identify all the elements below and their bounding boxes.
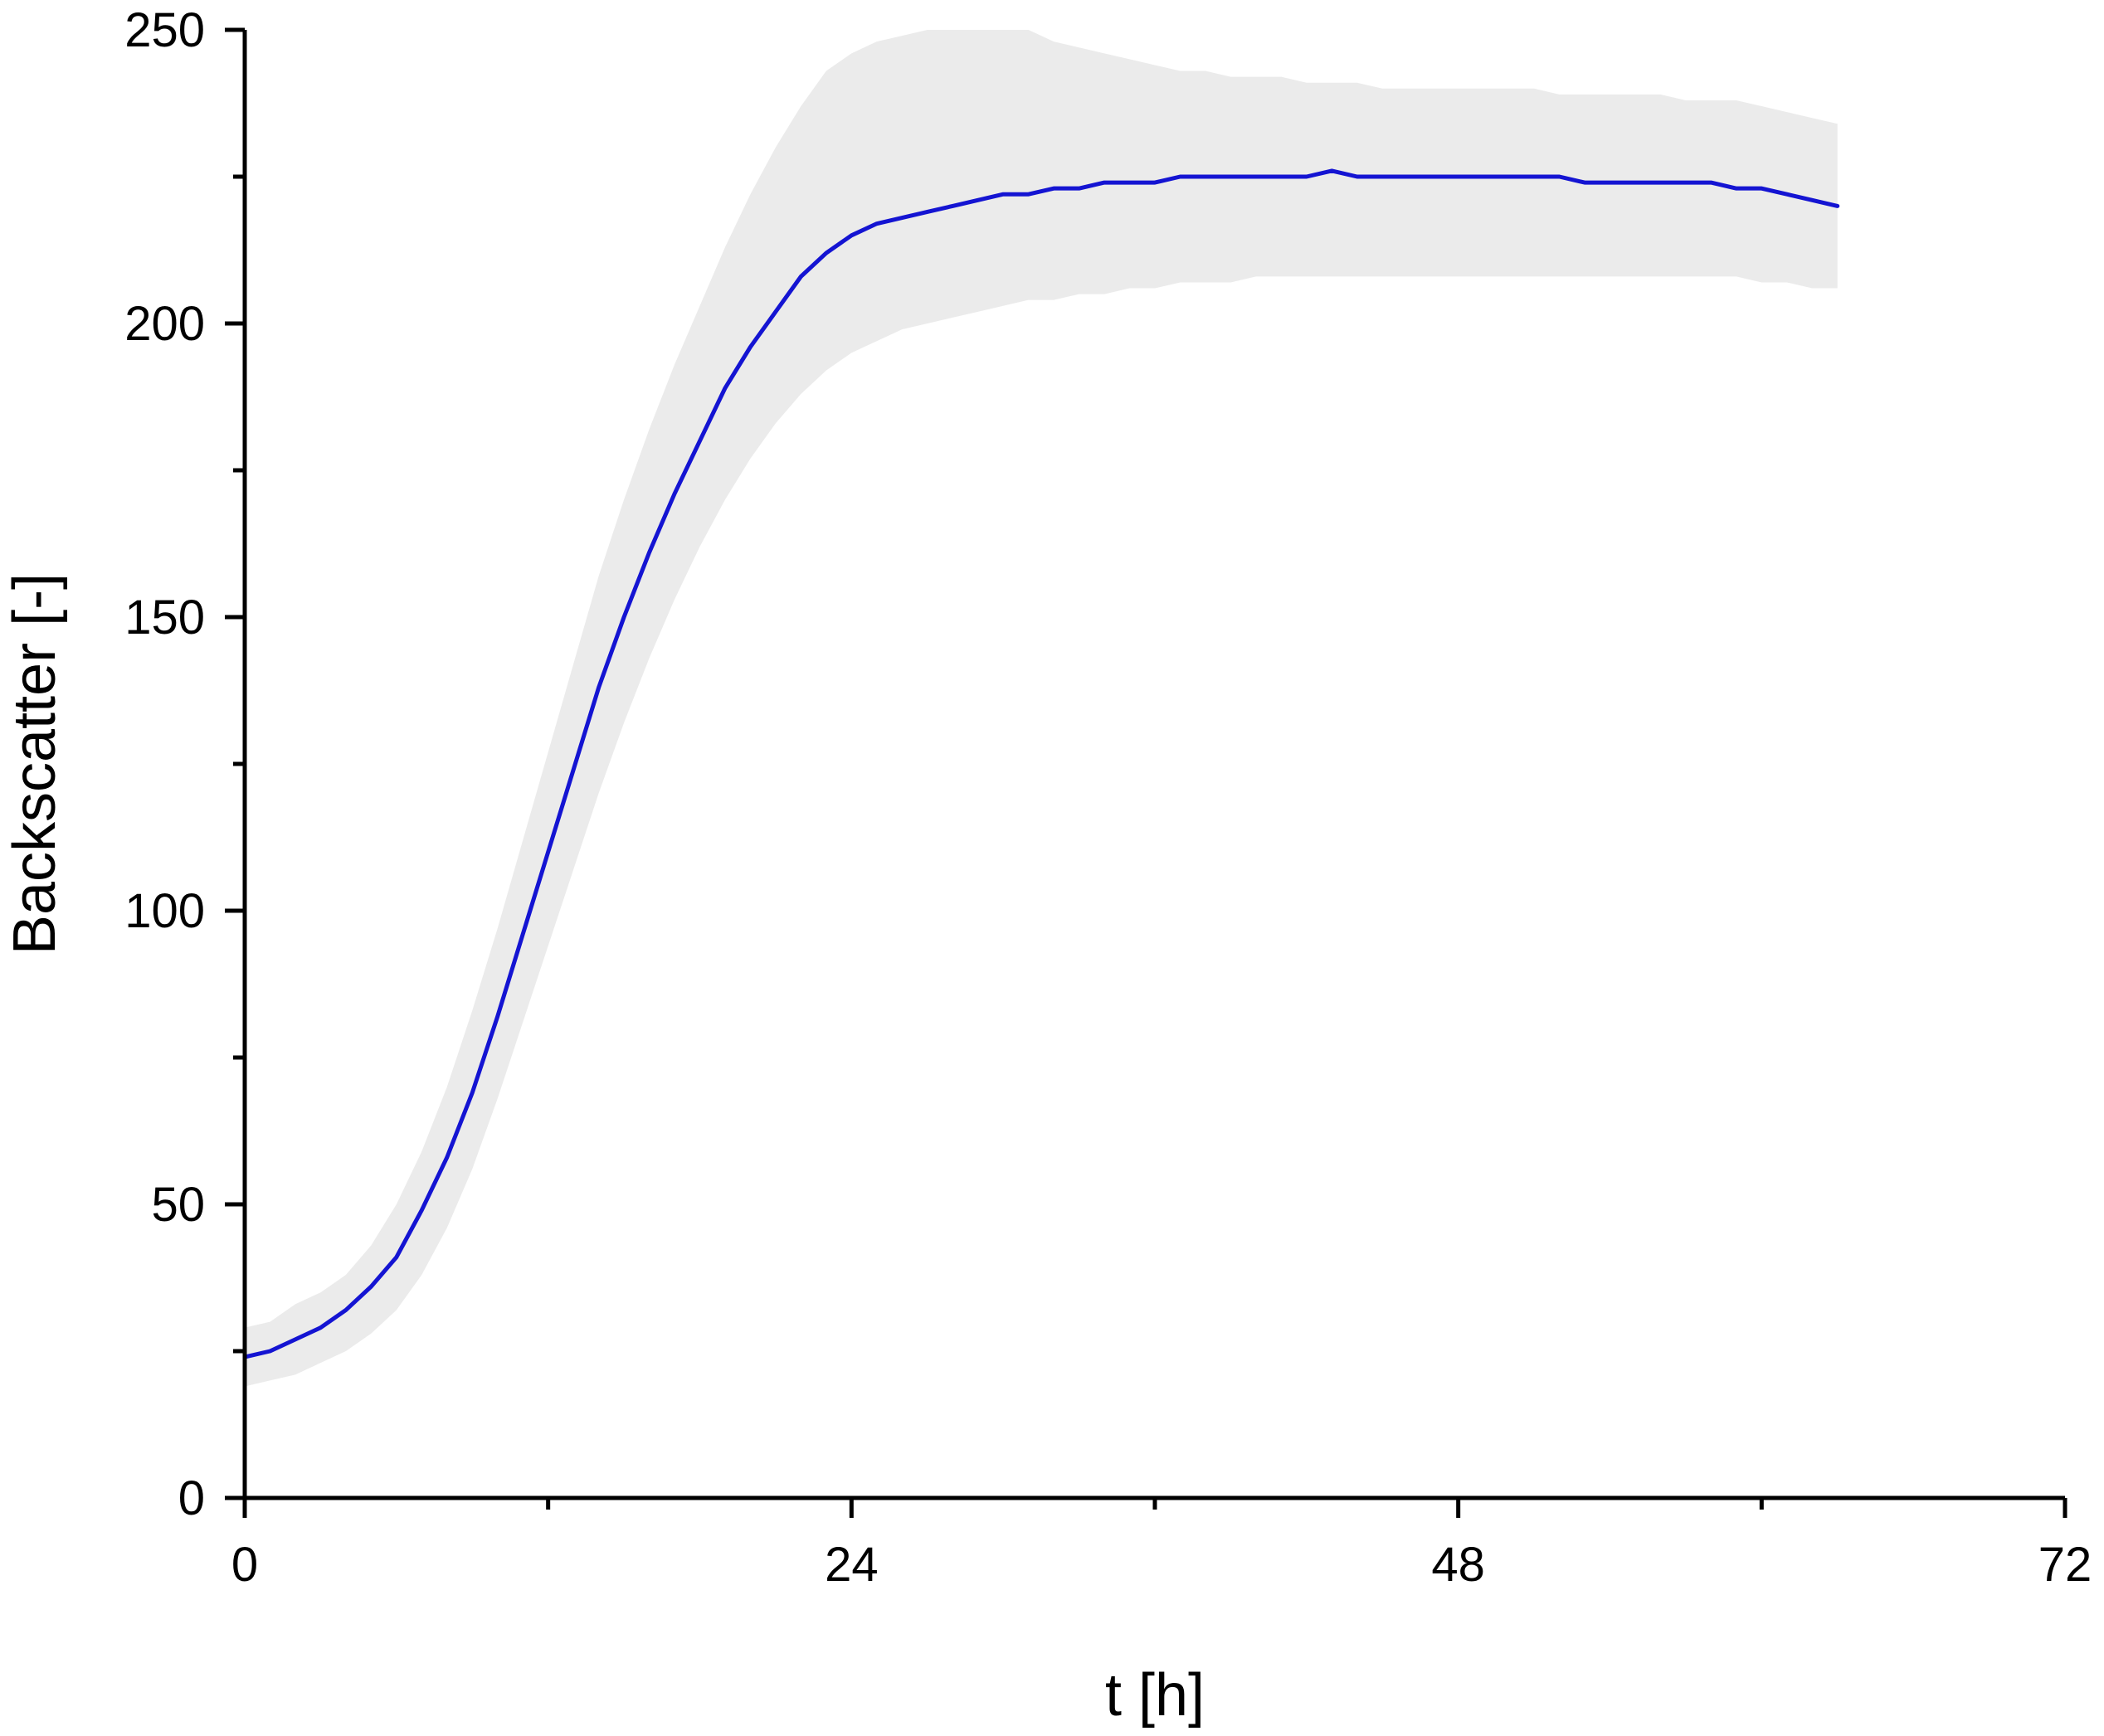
ticks: 0 24 48 72 0 50 100 150 200 250 bbox=[124, 3, 2092, 1592]
x-axis-title: t [h] bbox=[1105, 1662, 1205, 1729]
x-tick-label: 72 bbox=[2038, 1538, 2092, 1592]
x-tick-label: 48 bbox=[1431, 1538, 1485, 1592]
x-tick-label: 24 bbox=[825, 1538, 879, 1592]
y-axis-title: Backscatter [-] bbox=[2, 573, 68, 955]
y-tick-label: 50 bbox=[151, 1178, 205, 1232]
sd-band bbox=[245, 30, 1838, 1387]
mean-line-layer bbox=[242, 168, 1840, 1359]
y-tick-label: 100 bbox=[124, 884, 205, 938]
y-tick-label: 0 bbox=[178, 1471, 205, 1525]
sd-band-layer bbox=[245, 30, 1838, 1387]
y-tick-label: 200 bbox=[124, 297, 205, 351]
y-tick-label: 150 bbox=[124, 591, 205, 644]
x-tick-label: 0 bbox=[231, 1538, 258, 1592]
backscatter-mean-line bbox=[242, 168, 1840, 1359]
y-tick-label: 250 bbox=[124, 3, 205, 57]
